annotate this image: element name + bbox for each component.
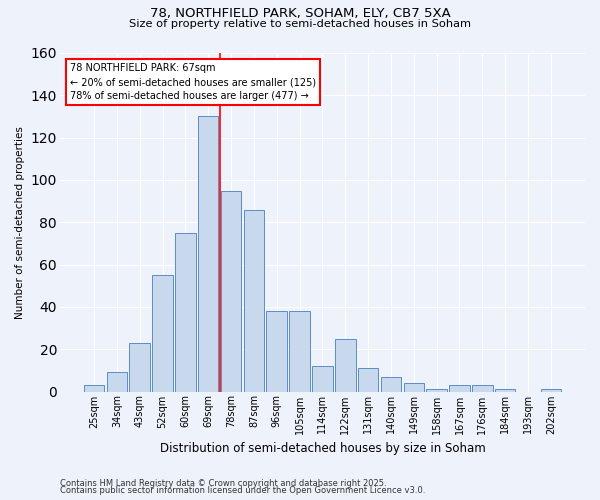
Bar <box>449 385 470 392</box>
X-axis label: Distribution of semi-detached houses by size in Soham: Distribution of semi-detached houses by … <box>160 442 485 455</box>
Bar <box>244 210 264 392</box>
Y-axis label: Number of semi-detached properties: Number of semi-detached properties <box>15 126 25 318</box>
Bar <box>380 376 401 392</box>
Bar <box>472 385 493 392</box>
Bar <box>335 338 356 392</box>
Bar <box>289 311 310 392</box>
Bar <box>152 275 173 392</box>
Text: Contains public sector information licensed under the Open Government Licence v3: Contains public sector information licen… <box>60 486 425 495</box>
Text: Size of property relative to semi-detached houses in Soham: Size of property relative to semi-detach… <box>129 19 471 29</box>
Bar <box>84 385 104 392</box>
Bar <box>221 190 241 392</box>
Bar <box>198 116 218 392</box>
Bar <box>107 372 127 392</box>
Bar <box>175 233 196 392</box>
Bar <box>404 383 424 392</box>
Bar <box>427 390 447 392</box>
Bar <box>358 368 379 392</box>
Bar <box>312 366 332 392</box>
Text: 78 NORTHFIELD PARK: 67sqm
← 20% of semi-detached houses are smaller (125)
78% of: 78 NORTHFIELD PARK: 67sqm ← 20% of semi-… <box>70 63 316 101</box>
Text: Contains HM Land Registry data © Crown copyright and database right 2025.: Contains HM Land Registry data © Crown c… <box>60 478 386 488</box>
Bar <box>495 390 515 392</box>
Bar <box>130 343 150 392</box>
Bar <box>541 390 561 392</box>
Bar <box>266 311 287 392</box>
Text: 78, NORTHFIELD PARK, SOHAM, ELY, CB7 5XA: 78, NORTHFIELD PARK, SOHAM, ELY, CB7 5XA <box>149 8 451 20</box>
